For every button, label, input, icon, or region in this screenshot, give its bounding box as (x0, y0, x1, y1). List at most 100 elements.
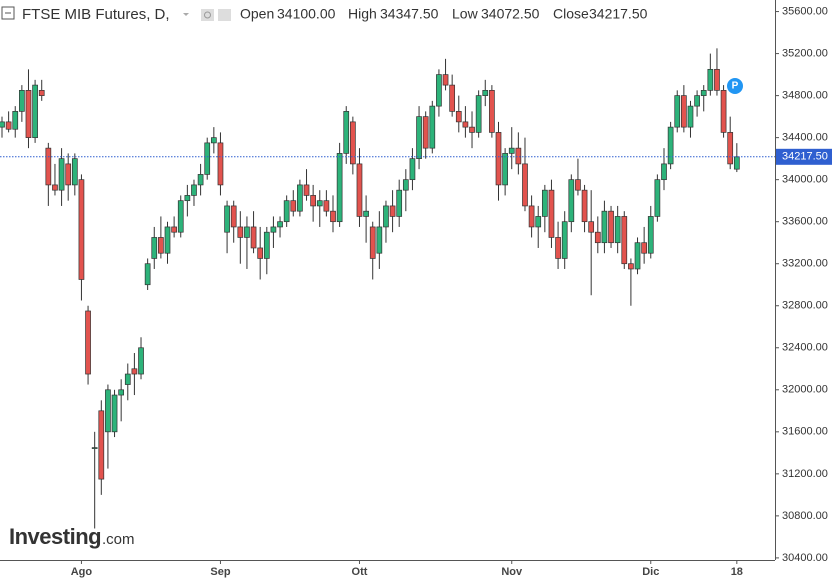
candle-body (98, 410, 105, 480)
y-tick-label: 33600.00 (782, 216, 828, 228)
candle-body (634, 242, 641, 270)
candle-body (727, 132, 734, 165)
candle-body (230, 205, 237, 228)
candle-body (25, 90, 32, 138)
x-tick-label: Dic (642, 566, 659, 578)
candle-body (310, 195, 316, 207)
candle-body (409, 158, 416, 181)
candle-body (535, 216, 542, 228)
candle-body (601, 210, 608, 244)
settings-icon[interactable] (201, 9, 214, 21)
candle-body (210, 137, 217, 144)
candle-body (422, 116, 429, 149)
candle-body (555, 237, 561, 259)
candle-body (277, 221, 283, 228)
candle-body (204, 142, 211, 175)
candle-body (594, 231, 601, 244)
candle-body (297, 184, 303, 212)
plot (0, 48, 740, 529)
candle-body (383, 205, 389, 228)
candle-body (257, 247, 264, 259)
candle-body (568, 179, 575, 223)
candle-body (124, 373, 131, 385)
last-price-box (776, 148, 832, 165)
candle-body (628, 263, 634, 270)
candle-body (323, 200, 330, 212)
collapse-icon[interactable] (1, 6, 15, 20)
candle-body (402, 179, 409, 191)
candle-body (541, 189, 548, 217)
candle-body (396, 189, 403, 217)
candle-body (614, 216, 621, 244)
candle-body (131, 368, 138, 375)
chart-title: FTSE MIB Futures, D, (22, 6, 170, 23)
candle-body (681, 95, 687, 128)
candle-body (0, 121, 5, 128)
candle-body (436, 74, 442, 107)
candle-body (455, 111, 462, 123)
stat-name: Low (452, 6, 479, 22)
candle-body (336, 153, 343, 223)
candle-body (250, 226, 257, 249)
candle-body (191, 184, 197, 196)
candle-body (19, 90, 25, 112)
stat-value: 34217.50 (589, 6, 648, 22)
candle-body (85, 310, 91, 375)
candle-body (38, 90, 45, 96)
candle-body (263, 231, 270, 259)
candle-body (561, 221, 568, 259)
ohlc-stats: Open 34100.00 High 34347.50 Low 34072.50 Close… (240, 6, 648, 22)
candle-body (429, 105, 436, 149)
candle-body (270, 226, 277, 233)
candle-body (588, 221, 595, 233)
candle-body (369, 226, 376, 259)
candle-body (111, 394, 118, 433)
candle-body (687, 105, 694, 128)
candle-body (283, 200, 290, 223)
stat-value: 34347.50 (380, 6, 439, 22)
candle-body (515, 147, 522, 165)
candle-body (416, 116, 422, 159)
candle-body (12, 111, 19, 130)
candle-body (654, 179, 661, 217)
y-tick-label: 31600.00 (782, 426, 828, 438)
candle-body (105, 389, 111, 433)
y-tick-label: 34000.00 (782, 174, 828, 186)
candle-body (58, 158, 65, 191)
candle-body (45, 147, 52, 186)
candle-body (350, 121, 356, 165)
candle-body (237, 226, 244, 238)
candle-body (71, 158, 78, 186)
stat-name: Open (240, 6, 274, 22)
candle-body (522, 163, 528, 207)
candle-body (151, 237, 158, 259)
x-tick-label: Ago (71, 566, 93, 578)
x-tick-label: 18 (731, 566, 743, 578)
y-tick-label: 32400.00 (782, 342, 828, 354)
candle-body (118, 389, 125, 396)
candle-body (462, 121, 469, 128)
candle-body (376, 226, 383, 254)
settings-icon-gear (204, 11, 211, 19)
stat-value: 34100.00 (277, 6, 336, 22)
x-tick-label: Ott (352, 566, 368, 578)
candle-body (475, 95, 482, 133)
candle-body (343, 111, 350, 154)
y-tick-label: 35600.00 (782, 5, 828, 17)
candle-body (303, 184, 310, 196)
candle-body (548, 189, 555, 238)
candle-body (733, 156, 740, 170)
stat-name: Close (553, 6, 589, 22)
close-icon[interactable] (218, 9, 231, 21)
candle-body (184, 195, 191, 202)
candle-body (356, 163, 363, 217)
y-tick-label: 33200.00 (782, 258, 828, 270)
dropdown-arrow[interactable] (183, 13, 189, 16)
y-tick-label: 34400.00 (782, 132, 828, 144)
candle-body (316, 200, 323, 207)
stat-value: 34072.50 (481, 6, 540, 22)
candle-body (389, 205, 396, 217)
candle-body (502, 153, 508, 186)
y-tick-label: 35200.00 (782, 47, 828, 59)
